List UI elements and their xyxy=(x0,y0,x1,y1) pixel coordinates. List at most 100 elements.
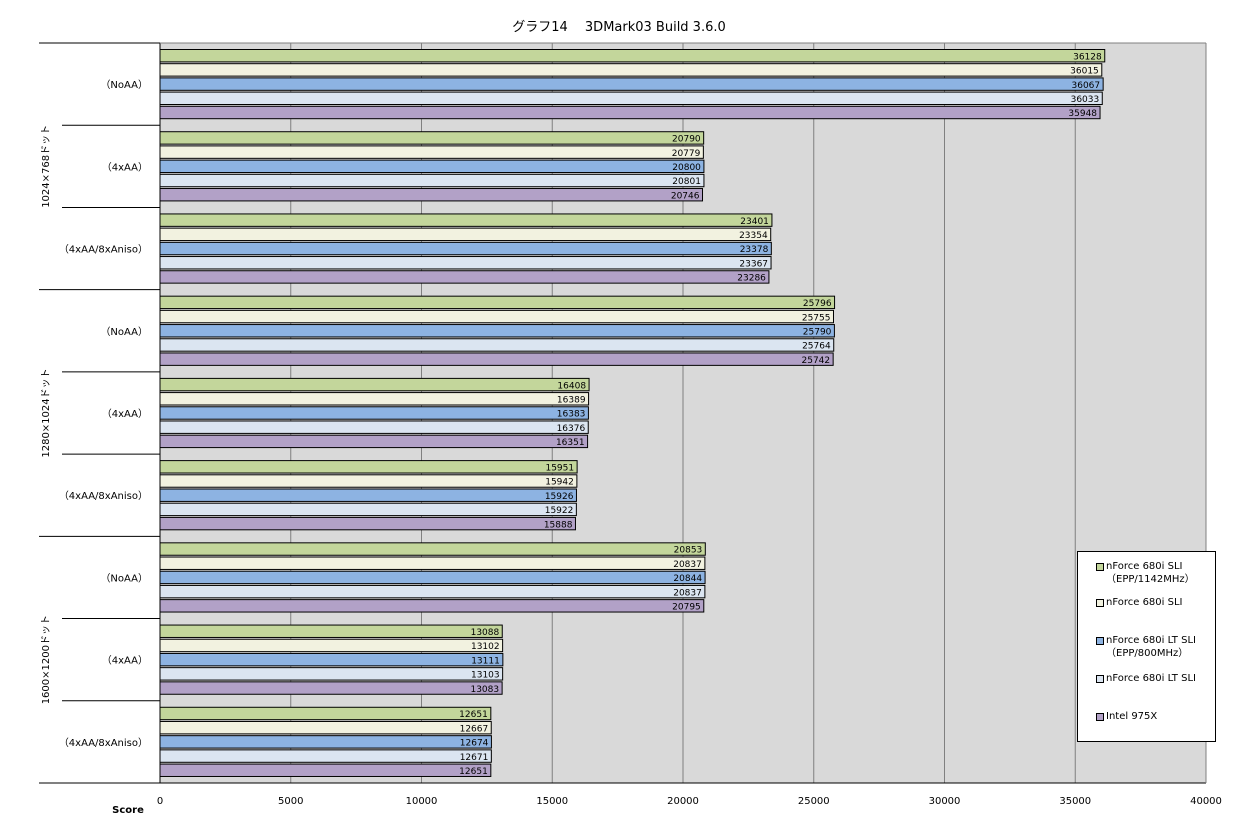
bar xyxy=(159,392,590,406)
x-tick-label: 30000 xyxy=(929,796,961,807)
data-label: 25796 xyxy=(803,299,832,309)
data-label: 36015 xyxy=(1070,67,1099,77)
data-label: 23378 xyxy=(740,245,769,255)
data-label: 35948 xyxy=(1068,109,1097,119)
bar xyxy=(159,681,503,695)
data-label: 23367 xyxy=(739,259,768,269)
bar xyxy=(159,256,772,270)
legend-label: nForce 680i SLI （EPP/1142MHz） xyxy=(1106,561,1195,585)
data-label: 23354 xyxy=(739,231,768,241)
data-label: 16376 xyxy=(557,424,586,434)
category-label: （4xAA） xyxy=(102,408,148,420)
data-label: 12651 xyxy=(459,767,488,777)
bar xyxy=(159,309,834,324)
category-label: （4xAA） xyxy=(102,161,148,173)
bar xyxy=(159,474,578,488)
group-label: 1280×1024ドット xyxy=(41,368,52,457)
bar xyxy=(159,763,492,777)
data-label: 13088 xyxy=(471,628,500,638)
bar xyxy=(159,516,576,531)
bar xyxy=(159,241,772,256)
data-label: 15942 xyxy=(545,478,574,488)
bar xyxy=(159,570,706,585)
category-label: （NoAA） xyxy=(100,326,148,338)
bar xyxy=(159,49,1106,63)
legend-swatch xyxy=(1096,675,1104,683)
bar xyxy=(159,131,705,145)
data-label: 16351 xyxy=(556,438,585,448)
bars xyxy=(159,49,1106,777)
data-label: 36033 xyxy=(1071,95,1100,105)
legend-label: nForce 680i LT SLI （EPP/800MHz） xyxy=(1106,635,1196,659)
data-label: 20779 xyxy=(672,149,701,159)
data-label: 13111 xyxy=(471,656,500,666)
labels: 0 5000 10000 15000 20000 25000 30000 35000 40000… xyxy=(41,52,1222,807)
bar xyxy=(159,105,1101,120)
data-label: 13102 xyxy=(471,642,500,652)
data-label: 36067 xyxy=(1072,81,1101,91)
category-label: （4xAA/8xAniso） xyxy=(59,244,148,256)
bar xyxy=(159,749,492,763)
data-label: 20837 xyxy=(673,588,702,598)
bar xyxy=(159,667,504,681)
bar xyxy=(159,188,704,202)
legend-swatch xyxy=(1096,599,1104,607)
bar xyxy=(159,145,704,159)
bar xyxy=(159,599,705,613)
category-label: （4xAA/8xAniso） xyxy=(59,490,148,502)
category-label: （4xAA） xyxy=(102,655,148,667)
legend: nForce 680i SLI （EPP/1142MHz） nForce 680i… xyxy=(1077,551,1216,742)
bar xyxy=(159,377,590,392)
data-label: 13083 xyxy=(470,685,499,695)
group-label: 1024×768ドット xyxy=(41,125,52,208)
x-axis-title: Score xyxy=(112,805,144,816)
legend-label: nForce 680i SLI xyxy=(1106,597,1183,608)
bar xyxy=(159,77,1104,91)
data-label: 16389 xyxy=(557,395,586,405)
bar xyxy=(159,584,706,599)
legend-swatch xyxy=(1096,563,1104,571)
bar xyxy=(159,434,589,449)
x-tick-label: 25000 xyxy=(798,796,830,807)
data-label: 20837 xyxy=(673,560,702,570)
bar xyxy=(159,488,577,502)
data-label: 20800 xyxy=(672,163,701,173)
data-label: 20801 xyxy=(672,177,701,187)
data-label: 15888 xyxy=(544,520,573,530)
legend-label: nForce 680i LT SLI xyxy=(1106,673,1196,684)
data-label: 12674 xyxy=(460,739,489,749)
bar xyxy=(159,352,834,366)
x-tick-label: 35000 xyxy=(1059,796,1091,807)
legend-swatch xyxy=(1096,713,1104,721)
data-label: 12671 xyxy=(460,753,489,763)
bar xyxy=(159,91,1103,105)
bar xyxy=(159,173,705,188)
data-label: 23401 xyxy=(740,217,769,227)
x-tick-label: 20000 xyxy=(667,796,699,807)
group-label: 1600×1200ドット xyxy=(41,615,52,704)
data-label: 20853 xyxy=(674,546,703,556)
bar xyxy=(159,406,589,420)
bar xyxy=(159,556,706,570)
chart-title: グラフ14 3DMark03 Build 3.6.0 xyxy=(512,20,726,35)
bar xyxy=(159,706,492,721)
data-label: 15926 xyxy=(545,492,574,502)
data-label: 25790 xyxy=(803,327,832,337)
legend-label: Intel 975X xyxy=(1106,711,1158,722)
data-label: 16383 xyxy=(557,410,586,420)
bar xyxy=(159,638,504,653)
category-label: （4xAA/8xAniso） xyxy=(59,737,148,749)
data-label: 20844 xyxy=(673,574,702,584)
bar xyxy=(159,338,835,352)
bar xyxy=(159,652,504,667)
data-label: 20746 xyxy=(671,191,700,201)
category-label: （NoAA） xyxy=(100,572,148,584)
x-tick-label: 5000 xyxy=(278,796,303,807)
x-tick-label: 40000 xyxy=(1190,796,1222,807)
legend-swatch xyxy=(1096,637,1104,645)
bar xyxy=(159,420,589,434)
data-label: 15922 xyxy=(545,506,574,516)
bar xyxy=(159,270,770,284)
